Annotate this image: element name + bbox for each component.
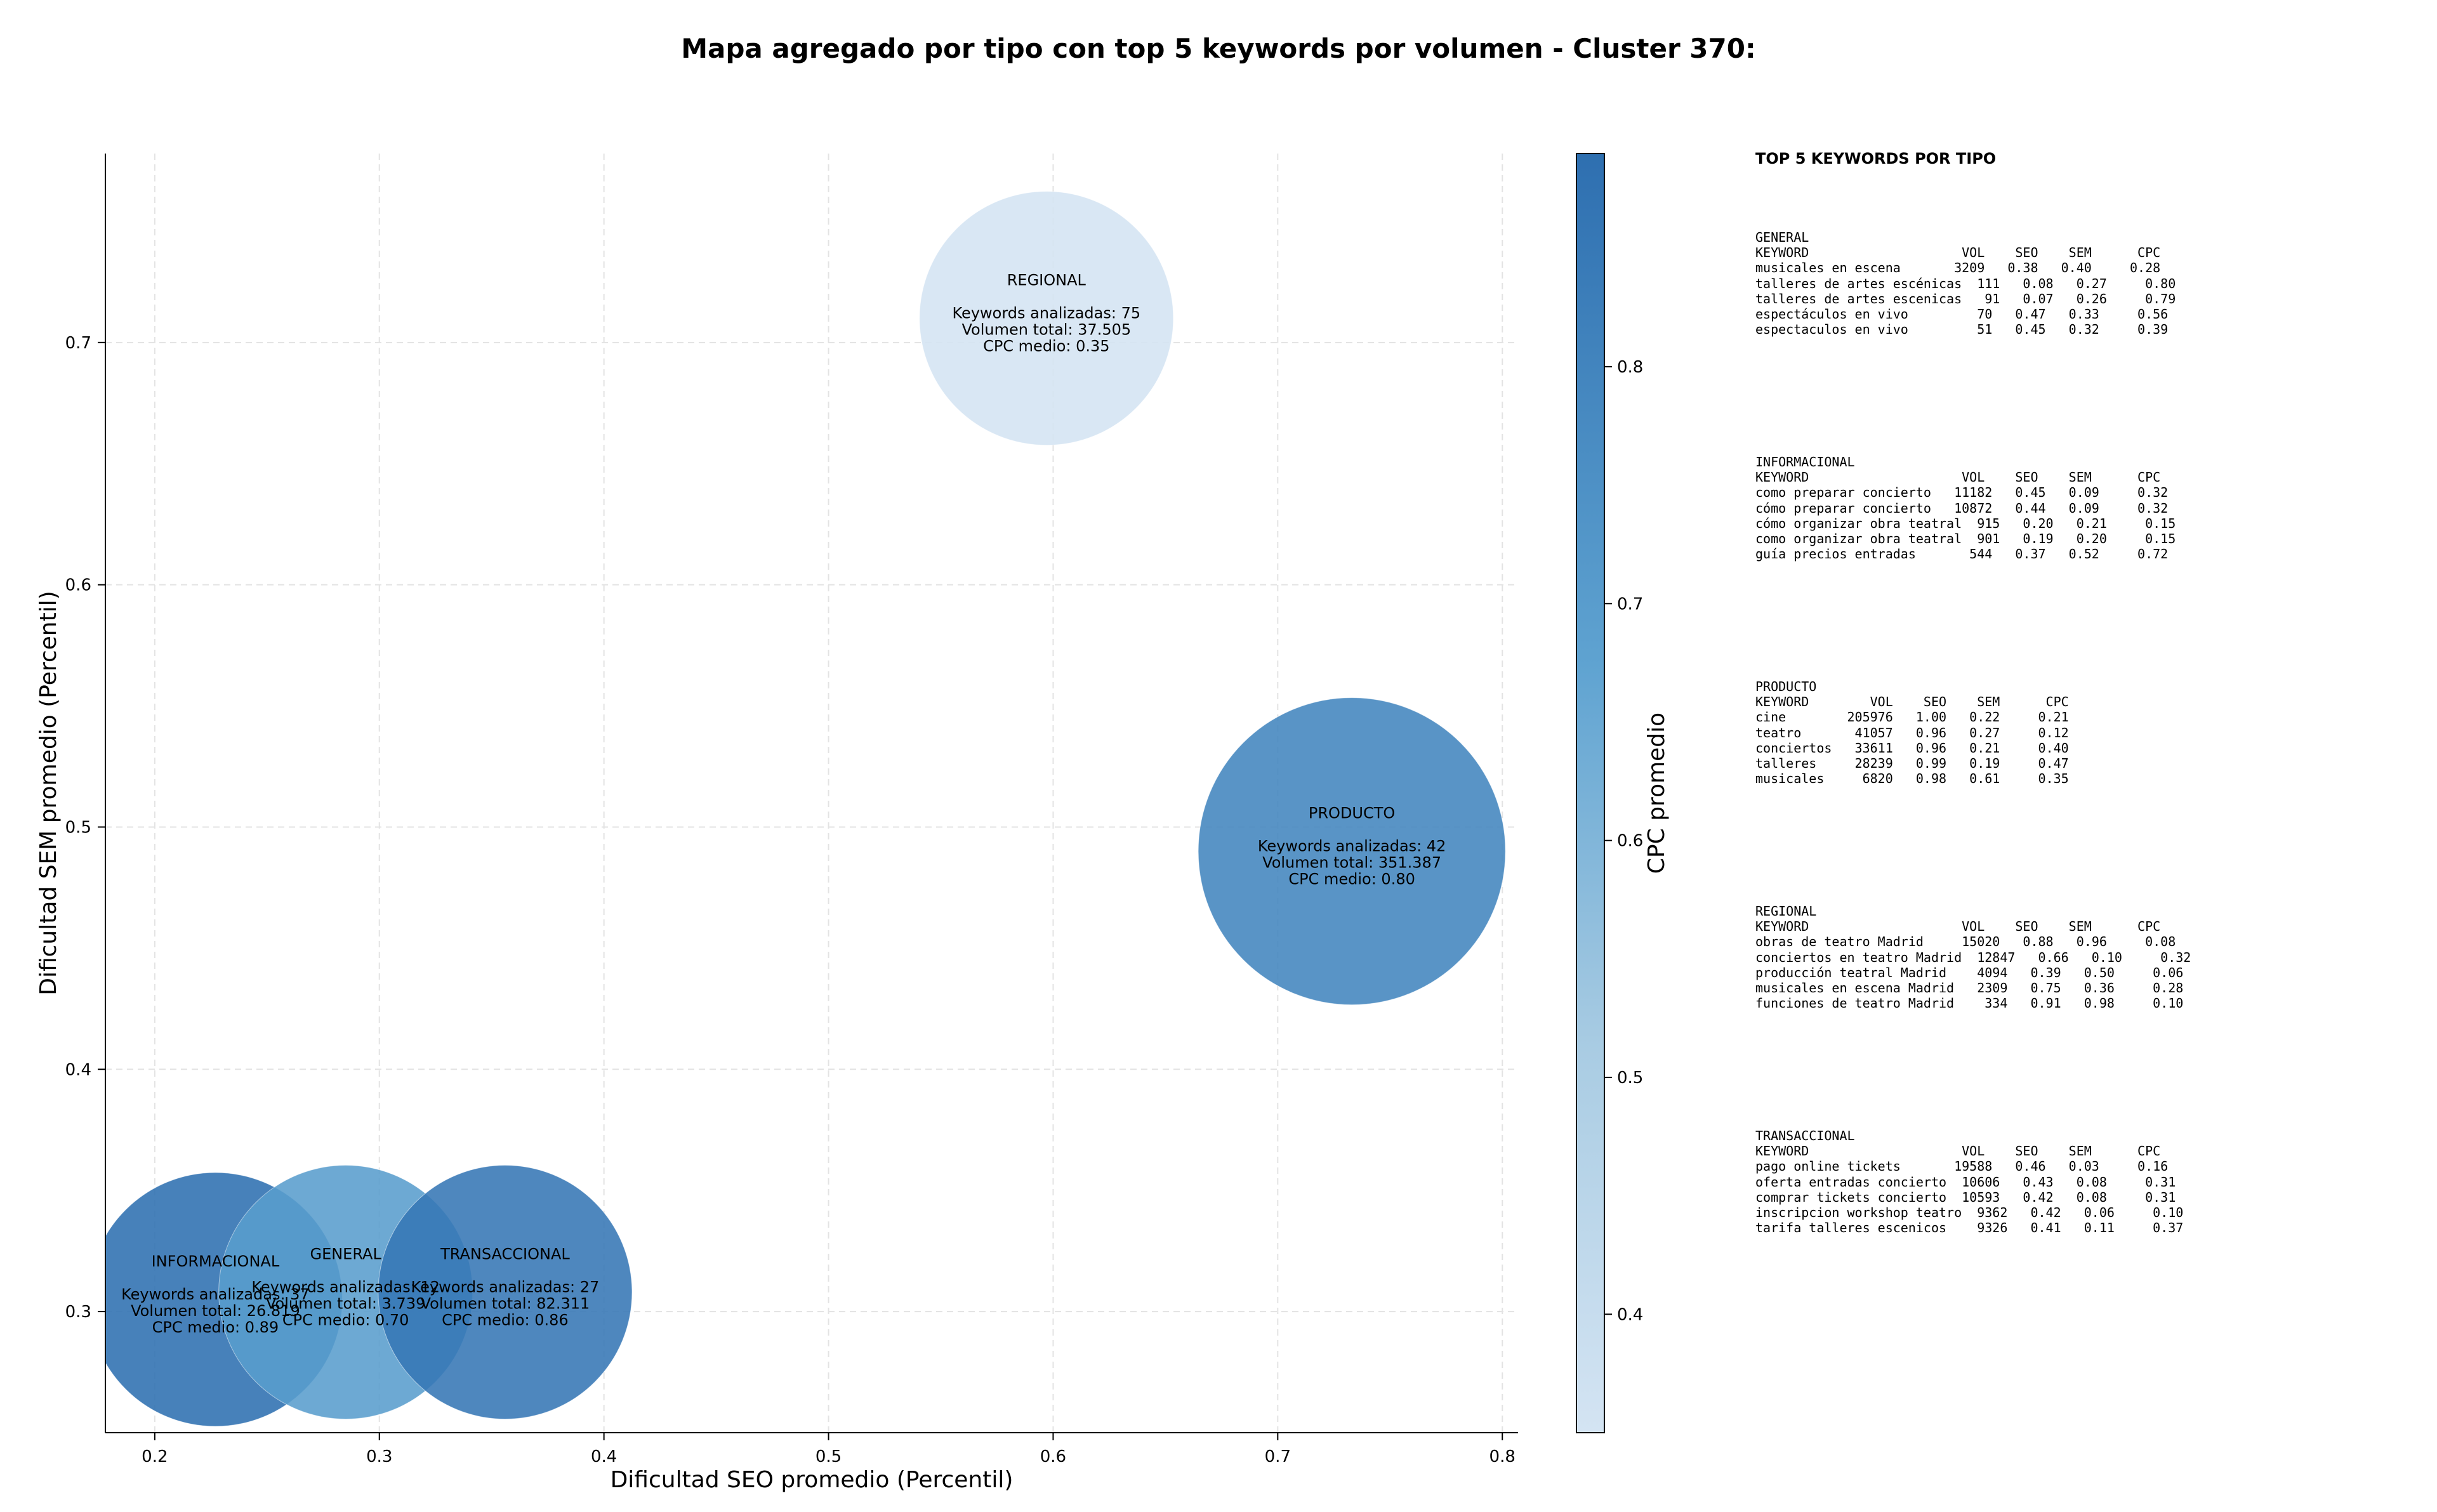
top5-table-row: teatro 41057 0.96 0.27 0.12	[1755, 725, 2069, 740]
top5-group-informacional: INFORMACIONAL KEYWORD VOL SEO SEM CPC como…	[1755, 454, 2176, 562]
top5-table-row: comprar tickets concierto 10593 0.42 0.0…	[1755, 1189, 2176, 1205]
top5-table-row: musicales en escena 3209 0.38 0.40 0.28	[1755, 260, 2161, 276]
x-axis-label: Dificultad SEO promedio (Percentil)	[611, 1467, 1014, 1493]
y-tick-label: 0.3	[65, 1303, 91, 1322]
top5-table-row: musicales 6820 0.98 0.61 0.35	[1755, 771, 2069, 787]
top5-group-title: TRANSACCIONAL	[1755, 1128, 1855, 1143]
bubble-type-label: TRANSACCIONAL	[440, 1246, 570, 1263]
top5-table-row: conciertos 33611 0.96 0.21 0.40	[1755, 740, 2069, 756]
x-tick-label: 0.3	[366, 1447, 392, 1466]
top5-table-header: KEYWORD VOL SEO SEM CPC	[1755, 245, 2161, 261]
top5-table-row: guía precios entradas 544 0.37 0.52 0.72	[1755, 546, 2169, 562]
bubble-cpc-label: CPC medio: 0.70	[282, 1311, 409, 1329]
top5-group-general: GENERAL KEYWORD VOL SEO SEM CPC musicales …	[1755, 230, 2176, 337]
x-tick-label: 0.4	[591, 1447, 617, 1466]
top5-group-regional: REGIONAL KEYWORD VOL SEO SEM CPC obras de …	[1755, 904, 2191, 1011]
bubble-producto[interactable]	[1198, 697, 1506, 1006]
x-tick-label: 0.5	[816, 1447, 842, 1466]
x-tick-label: 0.6	[1040, 1447, 1066, 1466]
top5-panel: TOP 5 KEYWORDS POR TIPO GENERAL KEYWORD V…	[1755, 150, 2415, 1235]
y-tick-label: 0.5	[65, 818, 91, 837]
bubble-cpc-label: CPC medio: 0.89	[152, 1318, 279, 1336]
chart-title: Mapa agregado por tipo con top 5 keyword…	[681, 33, 1756, 64]
top5-table-row: cómo organizar obra teatral 915 0.20 0.2…	[1755, 515, 2176, 531]
bubble-volume-label: Volumen total: 26.819	[131, 1302, 300, 1320]
bubble-volume-label: Volumen total: 82.311	[421, 1295, 590, 1313]
top5-group-producto: PRODUCTO KEYWORD VOL SEO SEM CPC cine 2059…	[1755, 679, 2069, 786]
bubble-keywords-label: Keywords analizadas: 27	[411, 1279, 600, 1296]
top5-table-header: KEYWORD VOL SEO SEM CPC	[1755, 919, 2161, 935]
top5-table-header: KEYWORD VOL SEO SEM CPC	[1755, 694, 2069, 710]
top5-table-row: espectáculos en vivo 70 0.47 0.33 0.56	[1755, 306, 2169, 322]
top5-table-row: talleres 28239 0.99 0.19 0.47	[1755, 756, 2069, 772]
top5-table-row: musicales en escena Madrid 2309 0.75 0.3…	[1755, 980, 2184, 996]
top5-table-row: cómo preparar concierto 10872 0.44 0.09 …	[1755, 500, 2169, 516]
bubble-volume-label: Volumen total: 351.387	[1262, 854, 1441, 872]
top5-table-row: como organizar obra teatral 901 0.19 0.2…	[1755, 531, 2176, 547]
top5-table-row: producción teatral Madrid 4094 0.39 0.50…	[1755, 964, 2184, 980]
bubble-cpc-label: CPC medio: 0.35	[983, 338, 1110, 355]
bubble-transaccional[interactable]	[378, 1165, 633, 1420]
colorbar-tick-label: 0.5	[1617, 1068, 1643, 1088]
x-tick-label: 0.8	[1489, 1447, 1516, 1466]
top5-table-row: inscripcion workshop teatro 9362 0.42 0.…	[1755, 1205, 2184, 1221]
top5-table-row: espectaculos en vivo 51 0.45 0.32 0.39	[1755, 322, 2169, 338]
top5-group-title: GENERAL	[1755, 230, 1809, 245]
top5-table-header: KEYWORD VOL SEO SEM CPC	[1755, 1143, 2161, 1159]
y-tick-label: 0.7	[65, 334, 91, 353]
bubble-type-label: REGIONAL	[1007, 272, 1086, 289]
bubble-keywords-label: Keywords analizadas: 42	[1258, 838, 1446, 855]
bubble-regional[interactable]	[919, 191, 1174, 446]
colorbar-tick-label: 0.6	[1617, 832, 1643, 851]
x-tick-label: 0.7	[1265, 1447, 1291, 1466]
top5-table-row: funciones de teatro Madrid 334 0.91 0.98…	[1755, 996, 2184, 1011]
colorbar-label: CPC promedio	[1644, 713, 1670, 874]
top5-table-row: tarifa talleres escenicos 9326 0.41 0.11…	[1755, 1220, 2184, 1236]
bubble-volume-label: Volumen total: 3.739	[266, 1295, 425, 1313]
top5-table-row: oferta entradas concierto 10606 0.43 0.0…	[1755, 1174, 2176, 1190]
top5-table-row: talleres de artes escenicas 91 0.07 0.26…	[1755, 291, 2176, 306]
colorbar-tick-label: 0.4	[1617, 1305, 1643, 1324]
bubble-keywords-label: Keywords analizadas: 37	[121, 1285, 310, 1303]
top5-header: TOP 5 KEYWORDS POR TIPO	[1755, 150, 1997, 168]
y-axis-label: Dificultad SEM promedio (Percentil)	[36, 591, 62, 996]
top5-table-row: pago online tickets 19588 0.46 0.03 0.16	[1755, 1159, 2169, 1174]
top5-table-row: como preparar concierto 11182 0.45 0.09 …	[1755, 485, 2169, 501]
top5-group-transaccional: TRANSACCIONAL KEYWORD VOL SEO SEM CPC pago…	[1755, 1128, 2183, 1235]
top5-group-title: INFORMACIONAL	[1755, 454, 1855, 470]
top5-group-title: PRODUCTO	[1755, 679, 1817, 694]
top5-table-row: conciertos en teatro Madrid 12847 0.66 0…	[1755, 949, 2191, 965]
bubble-type-label: GENERAL	[310, 1246, 381, 1263]
x-tick-label: 0.2	[142, 1447, 168, 1466]
y-tick-label: 0.4	[65, 1060, 91, 1079]
y-tick-label: 0.6	[65, 576, 91, 595]
colorbar-tick-label: 0.8	[1617, 358, 1643, 377]
colorbar-tick-label: 0.7	[1617, 595, 1643, 614]
bubble-cpc-label: CPC medio: 0.86	[442, 1311, 569, 1329]
bubble-type-label: INFORMACIONAL	[152, 1252, 280, 1270]
top5-group-title: REGIONAL	[1755, 904, 1817, 919]
top5-table-header: KEYWORD VOL SEO SEM CPC	[1755, 470, 2161, 485]
top5-table-row: cine 205976 1.00 0.22 0.21	[1755, 709, 2069, 725]
colorbar	[1576, 153, 1605, 1433]
bubble-type-label: PRODUCTO	[1309, 805, 1395, 822]
bubble-volume-label: Volumen total: 37.505	[961, 321, 1131, 339]
grid	[105, 154, 1518, 1433]
bubble-cpc-label: CPC medio: 0.80	[1288, 871, 1415, 888]
top5-table-row: talleres de artes escénicas 111 0.08 0.2…	[1755, 275, 2176, 291]
bubble-keywords-label: Keywords analizadas: 75	[953, 305, 1141, 322]
top5-table-row: obras de teatro Madrid 15020 0.88 0.96 0…	[1755, 934, 2176, 950]
bubble-keywords-label: Keywords analizadas: 12	[251, 1279, 440, 1296]
